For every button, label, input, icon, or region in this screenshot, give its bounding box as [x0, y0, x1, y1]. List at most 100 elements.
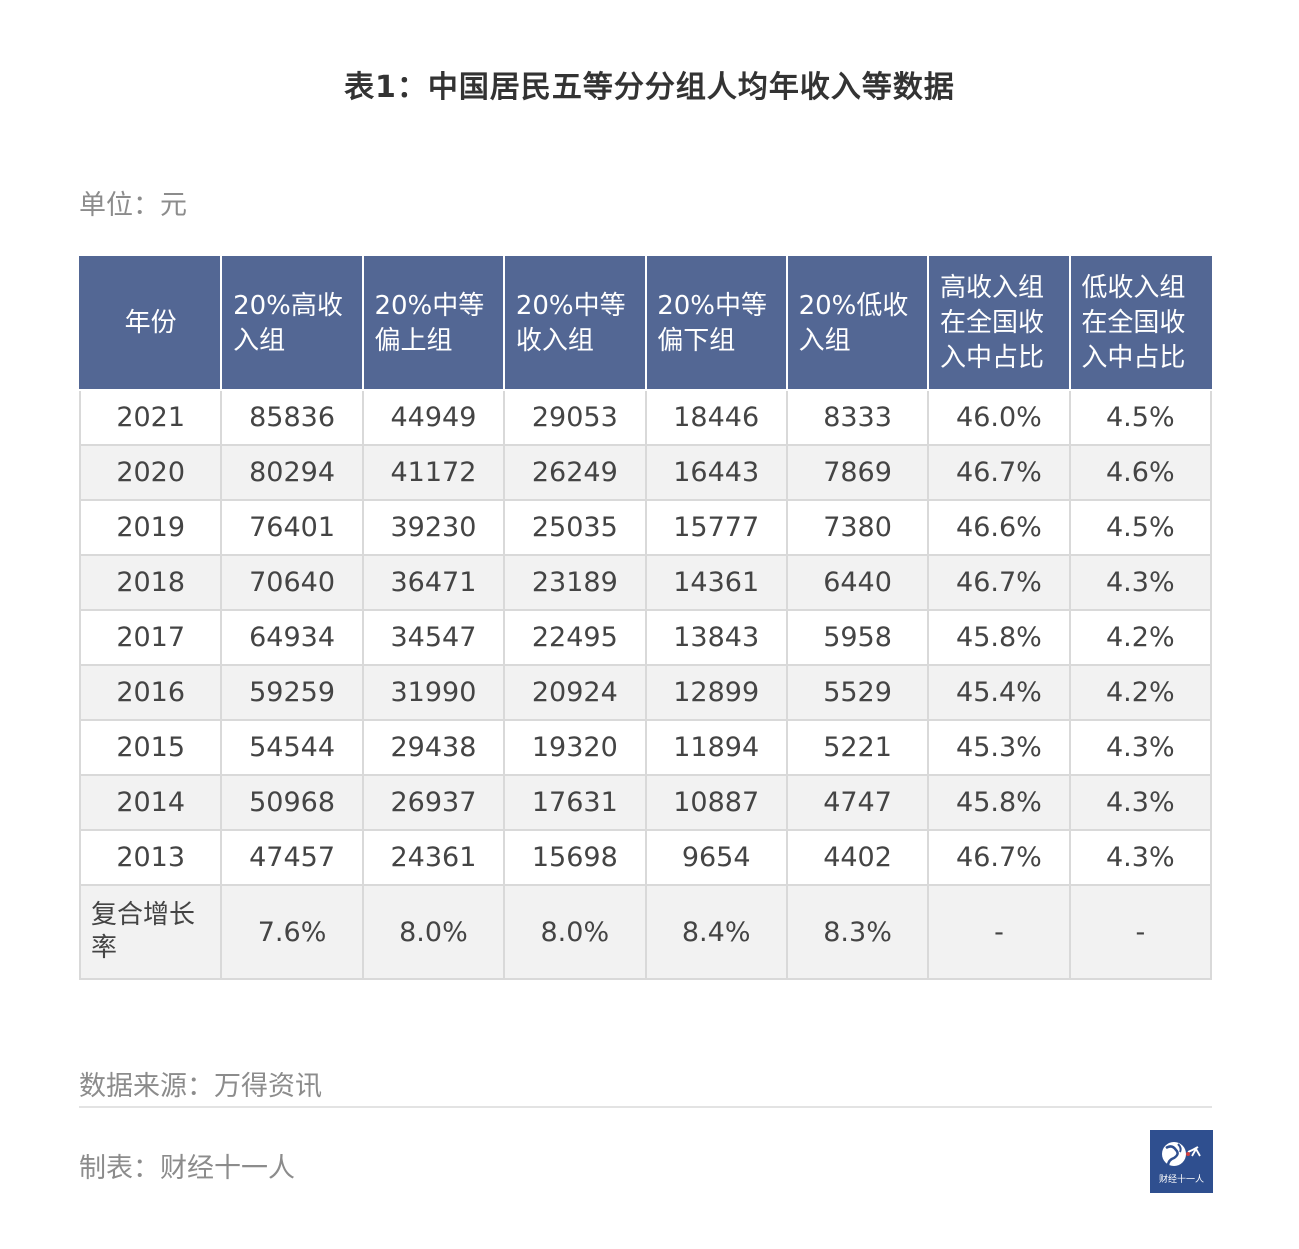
cell-value: 34547	[361, 609, 506, 666]
cell-value: -	[927, 884, 1071, 980]
cell-value: 36471	[361, 554, 506, 611]
globe-icon: 财经十一人	[1159, 1142, 1204, 1185]
cell-value: 4402	[785, 829, 930, 886]
cell-cagr-label: 复合增长率	[78, 884, 223, 980]
cell-value: 4.6%	[1068, 444, 1213, 501]
cell-value: 12899	[644, 664, 788, 721]
cell-value: 59259	[220, 664, 364, 721]
table-row: 2016 59259 31990 20924 12899 5529 45.4% …	[78, 664, 1213, 721]
cell-value: 8333	[785, 389, 930, 446]
header-lower-middle: 20%中等偏下组	[644, 256, 788, 391]
cell-value: 29053	[503, 389, 647, 446]
cell-value: 46.0%	[927, 389, 1071, 446]
table-row: 2021 85836 44949 29053 18446 8333 46.0% …	[78, 389, 1213, 446]
cell-value: 17631	[503, 774, 647, 831]
cell-value: 24361	[361, 829, 506, 886]
cell-year: 2017	[78, 609, 223, 666]
cell-value: 39230	[361, 499, 506, 556]
header-upper-middle: 20%中等偏上组	[361, 256, 506, 391]
cell-value: -	[1068, 884, 1213, 980]
cell-value: 16443	[644, 444, 788, 501]
cell-value: 11894	[644, 719, 788, 776]
cell-value: 22495	[503, 609, 647, 666]
cell-year: 2014	[78, 774, 223, 831]
cell-year: 2019	[78, 499, 223, 556]
cell-value: 4747	[785, 774, 930, 831]
table-row: 2014 50968 26937 17631 10887 4747 45.8% …	[78, 774, 1213, 831]
cell-value: 26937	[361, 774, 506, 831]
cell-value: 15777	[644, 499, 788, 556]
cagr-row: 复合增长率 7.6% 8.0% 8.0% 8.4% 8.3% - -	[78, 884, 1213, 980]
cell-year: 2015	[78, 719, 223, 776]
cell-value: 8.0%	[503, 884, 647, 980]
table-row: 2020 80294 41172 26249 16443 7869 46.7% …	[78, 444, 1213, 501]
cell-value: 45.8%	[927, 774, 1071, 831]
cell-value: 46.7%	[927, 444, 1071, 501]
cell-value: 5221	[785, 719, 930, 776]
cell-value: 4.2%	[1068, 664, 1213, 721]
header-high-share: 高收入组在全国收入中占比	[927, 256, 1071, 391]
cell-value: 10887	[644, 774, 788, 831]
cell-value: 4.3%	[1068, 774, 1213, 831]
cell-value: 47457	[220, 829, 364, 886]
cell-year: 2016	[78, 664, 223, 721]
cell-value: 4.2%	[1068, 609, 1213, 666]
cell-value: 31990	[361, 664, 506, 721]
table-row: 2017 64934 34547 22495 13843 5958 45.8% …	[78, 609, 1213, 666]
cell-year: 2018	[78, 554, 223, 611]
divider	[79, 1106, 1212, 1108]
header-middle: 20%中等收入组	[503, 256, 647, 391]
cell-value: 85836	[220, 389, 364, 446]
table-header-row: 年份 20%高收入组 20%中等偏上组 20%中等收入组 20%中等偏下组 20…	[78, 256, 1213, 391]
table-row: 2015 54544 29438 19320 11894 5221 45.3% …	[78, 719, 1213, 776]
cell-value: 45.3%	[927, 719, 1071, 776]
data-source: 数据来源：万得资讯	[79, 1071, 322, 1102]
cell-value: 80294	[220, 444, 364, 501]
cell-value: 18446	[644, 389, 788, 446]
table-row: 2013 47457 24361 15698 9654 4402 46.7% 4…	[78, 829, 1213, 886]
cell-value: 76401	[220, 499, 364, 556]
cell-value: 14361	[644, 554, 788, 611]
cell-value: 5958	[785, 609, 930, 666]
cell-value: 8.3%	[785, 884, 930, 980]
cell-value: 45.4%	[927, 664, 1071, 721]
cell-value: 6440	[785, 554, 930, 611]
cell-value: 20924	[503, 664, 647, 721]
cell-value: 4.3%	[1068, 554, 1213, 611]
cell-value: 25035	[503, 499, 647, 556]
cell-value: 4.5%	[1068, 499, 1213, 556]
cell-value: 8.0%	[361, 884, 506, 980]
table-row: 2019 76401 39230 25035 15777 7380 46.6% …	[78, 499, 1213, 556]
cell-value: 50968	[220, 774, 364, 831]
cell-value: 7869	[785, 444, 930, 501]
cell-value: 23189	[503, 554, 647, 611]
cell-value: 19320	[503, 719, 647, 776]
header-low-income: 20%低收入组	[785, 256, 930, 391]
cell-year: 2021	[78, 389, 223, 446]
logo: 财经十一人	[1150, 1130, 1213, 1193]
cell-value: 15698	[503, 829, 647, 886]
table-maker: 制表：财经十一人	[79, 1153, 295, 1184]
cell-value: 9654	[644, 829, 788, 886]
cell-value: 70640	[220, 554, 364, 611]
income-table: 年份 20%高收入组 20%中等偏上组 20%中等收入组 20%中等偏下组 20…	[78, 256, 1213, 980]
cell-value: 29438	[361, 719, 506, 776]
page-title: 表1：中国居民五等分分组人均年收入等数据	[344, 70, 955, 105]
header-high-income: 20%高收入组	[220, 256, 364, 391]
cell-value: 4.5%	[1068, 389, 1213, 446]
cell-value: 4.3%	[1068, 829, 1213, 886]
cell-value: 8.4%	[644, 884, 788, 980]
cell-value: 46.7%	[927, 829, 1071, 886]
cell-value: 7.6%	[220, 884, 364, 980]
cell-value: 46.6%	[927, 499, 1071, 556]
cell-value: 54544	[220, 719, 364, 776]
logo-text: 财经十一人	[1159, 1173, 1204, 1185]
cell-value: 64934	[220, 609, 364, 666]
table-row: 2018 70640 36471 23189 14361 6440 46.7% …	[78, 554, 1213, 611]
cell-value: 7380	[785, 499, 930, 556]
cell-value: 5529	[785, 664, 930, 721]
cell-value: 4.3%	[1068, 719, 1213, 776]
cell-value: 44949	[361, 389, 506, 446]
cell-value: 13843	[644, 609, 788, 666]
cell-value: 41172	[361, 444, 506, 501]
